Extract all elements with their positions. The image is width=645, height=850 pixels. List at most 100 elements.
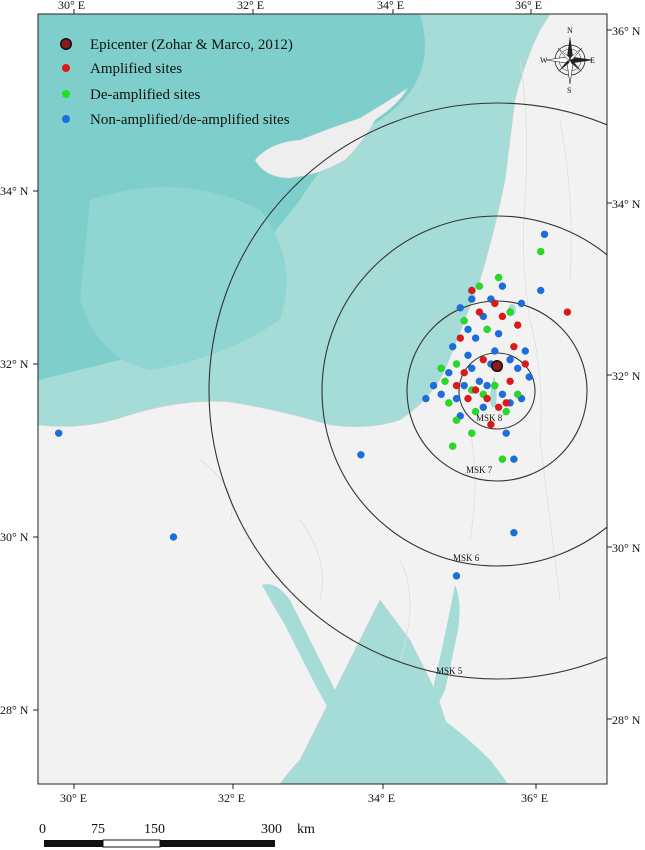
left-lat-label-30: 30° N <box>0 530 29 544</box>
deamplified-site-marker <box>513 390 522 399</box>
nonamplified-site-marker <box>525 373 534 381</box>
deamplified-site-marker <box>460 316 469 325</box>
deamplified-site-marker <box>467 429 476 438</box>
cyprus-island <box>254 87 409 179</box>
deamplified-site-marker <box>448 442 457 451</box>
nonamplified-site-marker <box>510 528 518 537</box>
nonamplified-site-marker <box>460 381 469 390</box>
map-panel: MSK 8 MSK 7 MSK 6 MSK 5 Epicenter (Zohar… <box>38 14 607 784</box>
sites-layer <box>54 230 572 580</box>
scale-segment-1 <box>44 840 103 847</box>
nonamplified-site-marker <box>437 390 446 399</box>
top-longitude-labels: 30° E 32° E 34° E 36° E <box>58 0 542 12</box>
scale-segment-3 <box>160 840 275 847</box>
epicenter-marker <box>491 360 503 372</box>
amplified-site-marker <box>456 334 465 342</box>
legend-deamplified-icon <box>62 90 70 98</box>
msk7-label: MSK 7 <box>466 465 493 475</box>
msk6-label: MSK 6 <box>453 553 480 563</box>
right-lat-label-30: 30° N <box>612 541 641 555</box>
compass-s-label: S <box>567 86 571 95</box>
nonamplified-site-marker <box>490 347 499 355</box>
amplified-site-marker <box>494 403 503 412</box>
nonamplified-site-marker <box>471 334 480 342</box>
nonamplified-site-marker <box>517 299 526 308</box>
deamplified-site-marker <box>483 325 491 334</box>
nonamplified-site-marker <box>498 282 507 291</box>
nonamplified-site-marker <box>444 368 453 377</box>
legend-amplified-label: Amplified sites <box>90 61 182 77</box>
gulf-of-suez <box>262 584 365 762</box>
nonamplified-site-marker <box>506 355 514 364</box>
amplified-site-marker <box>483 394 491 403</box>
msk5-label: MSK 5 <box>436 666 463 676</box>
legend: Epicenter (Zohar & Marco, 2012) Amplifie… <box>60 37 293 128</box>
right-lat-label-32: 32° N <box>612 369 641 383</box>
legend-epicenter-icon-inner <box>61 39 71 49</box>
bottom-longitude-labels: 30° E 32° E 34° E 36° E <box>60 791 548 805</box>
legend-amplified-icon <box>62 64 70 72</box>
scale-segment-2 <box>102 839 161 848</box>
deamplified-site-marker <box>475 282 484 291</box>
map-frame <box>37 13 608 785</box>
nonamplified-site-marker <box>475 377 484 386</box>
top-lon-label-30: 30° E <box>58 0 85 12</box>
deamplified-site-marker <box>490 381 499 390</box>
nonamplified-site-marker <box>422 394 430 403</box>
deamplified-site-marker <box>498 455 507 464</box>
nonamplified-site-marker <box>429 381 438 390</box>
amplified-site-marker <box>513 321 522 329</box>
left-lat-label-28: 28° N <box>0 703 29 717</box>
nonamplified-site-marker <box>169 533 178 541</box>
gulf-of-aqaba <box>431 585 460 712</box>
top-lon-label-34: 34° E <box>377 0 404 12</box>
land-mass <box>38 14 607 784</box>
right-latitude-labels: 36° N 34° N 32° N 30° N 28° N <box>612 24 641 727</box>
nonamplified-site-marker <box>452 572 461 580</box>
nonamplified-site-marker <box>448 342 457 351</box>
scale-label-75: 75 <box>91 822 105 837</box>
deamplified-site-marker <box>494 273 503 282</box>
isoseismal-labels: MSK 8 MSK 7 MSK 6 MSK 5 <box>436 413 503 676</box>
compass-rose-icon: N S E W <box>540 26 595 95</box>
amplified-site-marker <box>479 355 488 364</box>
amplified-site-marker <box>510 342 518 351</box>
nonamplified-site-marker <box>452 394 461 403</box>
nonamplified-site-marker <box>540 230 549 239</box>
legend-nonamplified-icon <box>62 115 70 123</box>
nonamplified-site-marker <box>357 450 365 459</box>
scale-unit: km <box>297 822 315 837</box>
bottom-lon-label-36: 36° E <box>521 791 548 805</box>
deep-sea-area-2 <box>80 187 287 370</box>
amplified-site-marker <box>452 381 461 390</box>
amplified-site-marker <box>498 312 507 321</box>
compass-e-label: E <box>590 56 595 65</box>
nonamplified-site-marker <box>456 303 465 312</box>
relief-shading <box>199 59 572 661</box>
amplified-site-marker <box>487 420 495 429</box>
nonamplified-site-marker <box>510 455 518 464</box>
red-sea <box>340 712 508 784</box>
bottom-longitude-ticks <box>73 784 537 789</box>
epicenter-inner <box>492 361 502 371</box>
scale-label-0: 0 <box>39 822 46 837</box>
nonamplified-site-marker <box>536 286 545 295</box>
legend-deamplified-label: De-amplified sites <box>90 87 201 103</box>
left-latitude-labels: 34° N 32° N 30° N 28° N <box>0 184 29 717</box>
left-lat-label-32: 32° N <box>0 357 29 371</box>
amplified-site-marker <box>490 299 499 308</box>
scale-label-300: 300 <box>261 822 282 837</box>
nonamplified-site-marker <box>513 364 522 373</box>
nonamplified-site-marker <box>464 325 472 334</box>
deamplified-site-marker <box>452 416 461 425</box>
compass-w-label: W <box>540 56 548 65</box>
top-lon-label-36: 36° E <box>515 0 542 12</box>
nonamplified-site-marker <box>521 347 530 355</box>
nonamplified-site-marker <box>483 381 491 390</box>
legend-nonamplified-label: Non-amplified/de-amplified sites <box>90 112 290 128</box>
deamplified-site-marker <box>502 407 511 416</box>
deamplified-site-marker <box>536 247 545 256</box>
amplified-site-marker <box>471 386 480 394</box>
deamplified-site-marker <box>441 377 449 386</box>
